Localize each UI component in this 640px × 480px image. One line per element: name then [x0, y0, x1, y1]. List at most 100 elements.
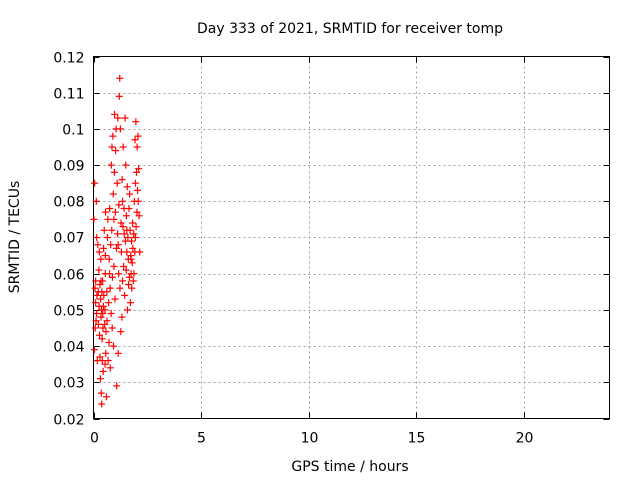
data-point: [96, 281, 104, 289]
data-point: [110, 215, 118, 223]
data-point: [134, 197, 142, 205]
data-point: [111, 110, 119, 118]
data-point: [105, 338, 113, 346]
data-point: [107, 310, 115, 318]
data-point: [116, 74, 124, 82]
data-point: [127, 255, 135, 263]
y-tick-label: 0.05: [53, 304, 84, 320]
data-point: [129, 277, 137, 285]
x-tick-labels: 0 5 10 15 20: [90, 431, 533, 447]
data-point: [123, 306, 131, 314]
data-point: [98, 400, 106, 408]
data-point: [135, 165, 143, 173]
data-point: [92, 299, 100, 307]
y-tick-label: 0.1: [62, 123, 84, 139]
y-tick-labels: 0.02 0.03 0.04 0.05 0.06 0.07 0.08 0.09 0.1 0.11 0…: [53, 51, 84, 429]
data-point: [124, 234, 132, 241]
data-point: [119, 223, 127, 231]
data-point: [131, 136, 139, 144]
data-point: [126, 190, 134, 198]
data-point: [104, 215, 112, 223]
data-point: [108, 143, 116, 151]
data-point: [96, 353, 104, 361]
y-tick-label: 0.04: [53, 340, 84, 356]
data-point: [133, 168, 140, 176]
data-point: [107, 161, 115, 169]
x-tick-label: 10: [301, 431, 319, 447]
chart-title: Day 333 of 2021, SRMTID for receiver tom…: [197, 21, 503, 37]
data-point: [90, 215, 98, 223]
data-point: [134, 132, 142, 140]
data-point: [118, 313, 126, 321]
data-point: [117, 328, 125, 336]
data-point: [101, 360, 109, 368]
data-point: [123, 248, 131, 256]
data-point: [111, 295, 119, 303]
data-point: [101, 252, 109, 260]
data-point: [97, 313, 105, 321]
data-point: [95, 266, 103, 274]
data-point: [133, 143, 141, 151]
data-point: [132, 223, 140, 231]
data-point: [105, 299, 113, 307]
data-point: [93, 291, 101, 299]
data-point: [102, 393, 110, 401]
data-point: [118, 176, 126, 184]
data-point: [102, 328, 110, 336]
data-point: [135, 212, 143, 220]
y-tick-label: 0.02: [53, 413, 84, 429]
data-point: [126, 299, 134, 307]
x-tick-label: 5: [197, 431, 206, 447]
data-point: [121, 114, 129, 122]
data-point: [102, 349, 110, 357]
data-point: [120, 230, 128, 238]
data-point: [120, 262, 128, 270]
data-point: [103, 288, 111, 296]
data-point: [97, 389, 105, 397]
data-point: [108, 273, 116, 281]
data-point: [115, 92, 123, 100]
data-point: [134, 186, 142, 194]
data-point: [131, 179, 139, 187]
data-point: [100, 226, 108, 234]
data-point: [111, 208, 119, 216]
y-tick-label: 0.08: [53, 195, 84, 211]
data-point: [128, 284, 136, 292]
data-point: [122, 212, 130, 220]
data-point: [99, 310, 107, 318]
data-point: [119, 277, 127, 285]
data-point: [128, 259, 136, 267]
data-point: [113, 244, 121, 252]
data-point: [104, 357, 112, 365]
data-point: [99, 324, 107, 332]
data-point: [115, 270, 123, 278]
data-point: [102, 208, 110, 216]
data-point: [130, 270, 138, 278]
data-point: [117, 219, 125, 227]
data-point: [107, 241, 115, 249]
data-point: [114, 349, 122, 357]
y-tick-label: 0.06: [53, 268, 84, 284]
data-point: [119, 143, 127, 151]
data-point: [115, 201, 123, 209]
y-tick-label: 0.07: [53, 231, 84, 247]
data-point: [133, 208, 141, 216]
data-points: [90, 74, 144, 408]
data-point: [97, 295, 105, 303]
data-point: [114, 114, 122, 122]
grid: [93, 56, 610, 419]
data-point: [123, 183, 131, 191]
data-point: [122, 266, 130, 274]
y-axis-title: SRMTID / TECUs: [7, 181, 23, 294]
x-axis-title: GPS time / hours: [291, 459, 408, 475]
data-point: [103, 234, 111, 241]
data-point: [129, 244, 137, 252]
data-point: [116, 284, 124, 292]
data-point: [96, 331, 104, 339]
data-point: [103, 317, 111, 325]
data-point: [106, 205, 114, 213]
data-point: [106, 270, 114, 278]
data-point: [121, 291, 129, 299]
y-tick-label: 0.03: [53, 376, 84, 392]
